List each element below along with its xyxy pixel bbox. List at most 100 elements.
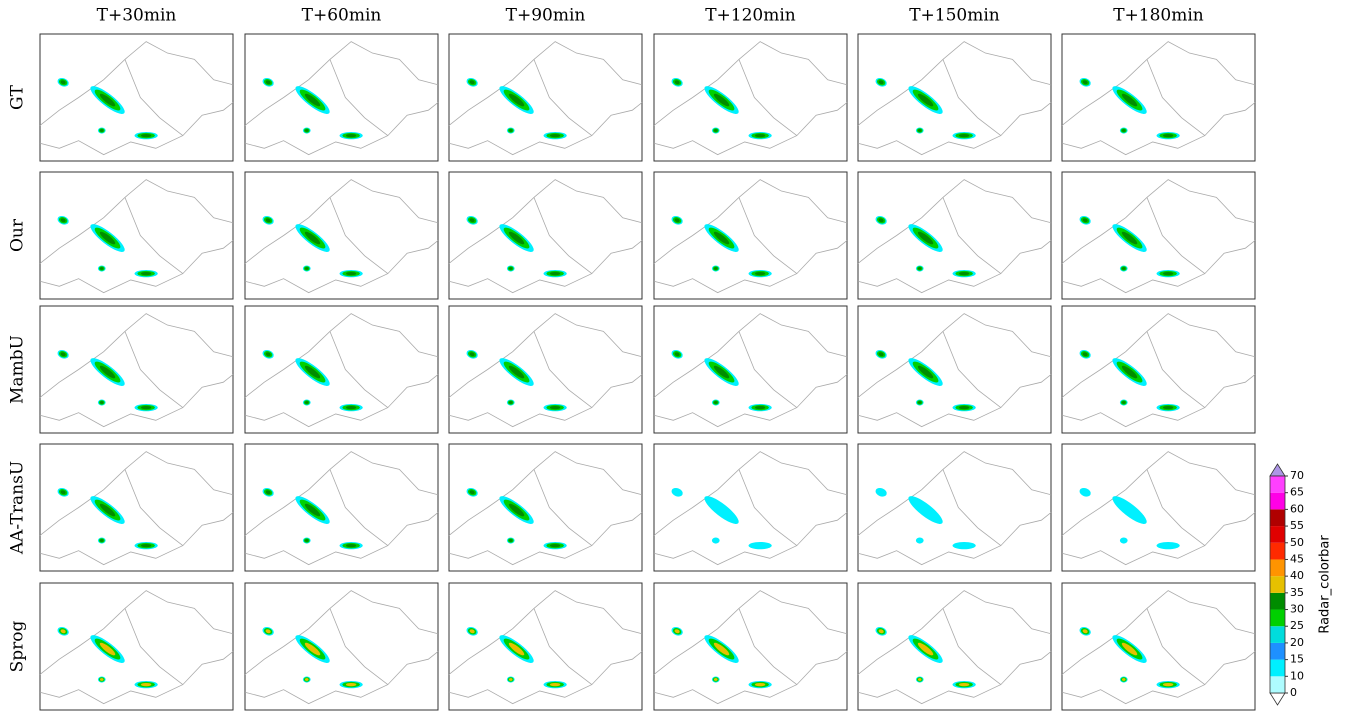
panel-frame: [1062, 172, 1255, 299]
column-title: T+120min: [705, 6, 796, 26]
echo-area: [141, 544, 151, 547]
echo-area: [959, 544, 969, 547]
panel-frame: [245, 444, 438, 571]
echo-area: [346, 544, 356, 547]
colorbar-segment: [1270, 509, 1285, 526]
map-panel: [654, 306, 847, 433]
echo-area: [959, 683, 969, 686]
panel-frame: [1062, 444, 1255, 571]
echo-area: [346, 683, 356, 686]
map-panel: [1062, 583, 1255, 710]
colorbar-tick-label: 35: [1290, 586, 1304, 599]
colorbar-segment: [1270, 676, 1285, 693]
echo-area: [918, 267, 921, 270]
panel-frame: [858, 172, 1051, 299]
echo-area: [100, 539, 103, 542]
panel-frame: [245, 306, 438, 433]
panel-frame: [40, 172, 233, 299]
colorbar-tick-label: 55: [1290, 519, 1304, 532]
map-panel: [858, 306, 1051, 433]
map-panel: [1062, 34, 1255, 161]
column-title: T+30min: [97, 6, 177, 26]
map-panel: [245, 172, 438, 299]
panel-frame: [1062, 306, 1255, 433]
echo-area: [100, 267, 103, 270]
map-panel: [245, 583, 438, 710]
colorbar-tick-label: 65: [1290, 486, 1304, 499]
panel-frame: [449, 172, 642, 299]
map-panel: [40, 306, 233, 433]
row-title: Our: [8, 218, 28, 252]
echo-area: [918, 539, 921, 542]
echo-area: [509, 678, 512, 681]
echo-area: [550, 134, 560, 137]
echo-area: [550, 683, 560, 686]
panel-frame: [449, 34, 642, 161]
echo-area: [959, 406, 969, 409]
column-title: T+90min: [506, 6, 586, 26]
panel-frame: [654, 583, 847, 710]
echo-area: [509, 129, 512, 132]
row-title: GT: [8, 84, 28, 110]
echo-area: [959, 272, 969, 275]
echo-area: [550, 544, 560, 547]
map-panel: [1062, 306, 1255, 433]
map-panel: [40, 34, 233, 161]
echo-area: [550, 272, 560, 275]
colorbar-tick-label: 40: [1290, 569, 1304, 582]
colorbar-tick-label: 15: [1290, 653, 1304, 666]
panel-frame: [858, 34, 1051, 161]
panel-frame: [40, 34, 233, 161]
map-panel: [858, 34, 1051, 161]
map-panel: [858, 444, 1051, 571]
map-panel: [40, 444, 233, 571]
colorbar-segment: [1270, 493, 1285, 510]
echo-area: [755, 406, 765, 409]
panel-frame: [40, 444, 233, 571]
colorbar-segment: [1270, 526, 1285, 543]
echo-area: [1163, 544, 1173, 547]
colorbar-tick-label: 25: [1290, 619, 1304, 632]
echo-area: [550, 406, 560, 409]
panel-frame: [654, 34, 847, 161]
figure: T+30minT+60minT+90minT+120minT+150minT+1…: [0, 0, 1352, 711]
echo-area: [1122, 129, 1125, 132]
map-panel: [449, 172, 642, 299]
echo-area: [346, 272, 356, 275]
panel-frame: [40, 306, 233, 433]
echo-area: [1122, 678, 1125, 681]
echo-area: [959, 134, 969, 137]
panel-frame: [245, 583, 438, 710]
panel-frame: [245, 172, 438, 299]
echo-area: [141, 272, 151, 275]
echo-area: [509, 539, 512, 542]
panel-frame: [858, 583, 1051, 710]
colorbar-under: [1270, 693, 1285, 705]
panel-frame: [449, 444, 642, 571]
colorbar-segment: [1270, 476, 1285, 493]
colorbar-tick-label: 50: [1290, 536, 1304, 549]
echo-area: [1163, 406, 1173, 409]
echo-area: [1122, 401, 1125, 404]
map-panel: [654, 34, 847, 161]
echo-area: [305, 678, 308, 681]
map-panel: [40, 172, 233, 299]
colorbar-segment: [1270, 543, 1285, 560]
echo-area: [1163, 134, 1173, 137]
echo-area: [100, 129, 103, 132]
colorbar-tick-label: 10: [1290, 669, 1304, 682]
map-panel: [449, 583, 642, 710]
echo-area: [755, 544, 765, 547]
map-panel: [449, 306, 642, 433]
map-panel: [1062, 444, 1255, 571]
colorbar-segment: [1270, 576, 1285, 593]
row-title: Sprog: [8, 621, 28, 673]
colorbar-tick-label: 70: [1290, 469, 1304, 482]
map-panel: [858, 172, 1051, 299]
echo-area: [1122, 267, 1125, 270]
map-panel: [1062, 172, 1255, 299]
panel-frame: [449, 583, 642, 710]
panel-frame: [449, 306, 642, 433]
echo-area: [141, 134, 151, 137]
colorbar-segment: [1270, 643, 1285, 660]
